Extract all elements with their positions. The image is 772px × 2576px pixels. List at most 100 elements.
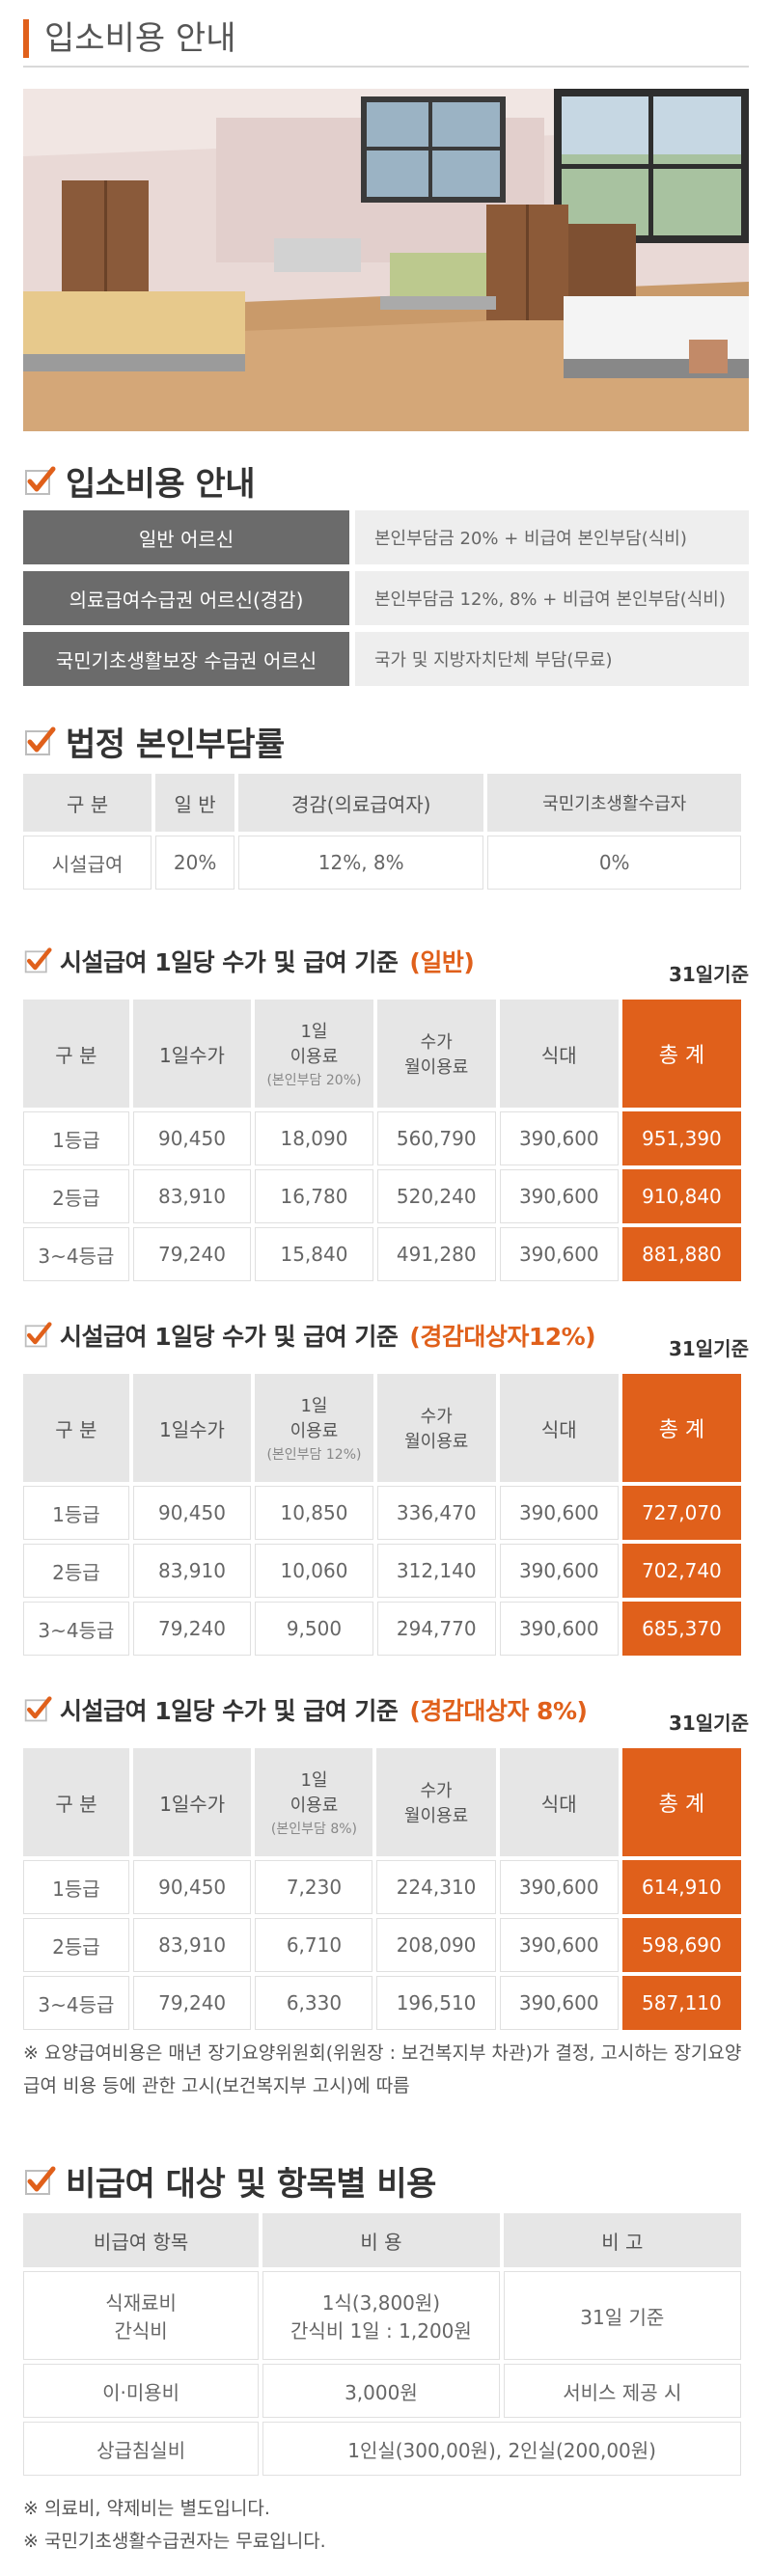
total-cell: 614,910 — [621, 1860, 741, 1914]
cell: 90,450 — [132, 1860, 252, 1914]
nonpay-item-cell: 식재료비 간식비 — [23, 2271, 260, 2360]
room-illustration — [23, 89, 749, 431]
page-header: 입소비용 안내 — [23, 14, 749, 68]
cell: 336,470 — [376, 1486, 496, 1540]
daily-header-row: 구 분 1일수가 1일 이용료 (본인부담 12%) 수가 월이용료 식대 총 … — [23, 1374, 741, 1482]
cell: 312,140 — [376, 1544, 496, 1598]
table-row: 3~4등급 79,240 6,330 196,510 390,600 587,1… — [23, 1976, 741, 2030]
table-row: 2등급 83,910 10,060 312,140 390,600 702,74… — [23, 1544, 741, 1598]
header-category: 구 분 — [23, 1000, 129, 1108]
fee-info-table: 일반 어르신 본인부담금 20% + 비급여 본인부담(식비) 의료급여수급권 … — [23, 510, 749, 693]
check-icon — [24, 947, 52, 973]
cell: 208,090 — [376, 1918, 496, 1972]
cell: 196,510 — [376, 1976, 496, 2030]
basis-label: 31일기준 — [668, 1337, 749, 1360]
header-category: 구 분 — [23, 1374, 129, 1482]
header-monthly-fee: 수가 월이용료 — [376, 1748, 496, 1856]
check-icon — [25, 2166, 56, 2195]
nonpay-cost-cell: 1식(3,800원) 간식비 1일 : 1,200원 — [262, 2271, 500, 2360]
header-line: 이용료 — [290, 1795, 339, 1816]
cell: 390,600 — [499, 1976, 619, 2030]
total-cell: 910,840 — [621, 1169, 741, 1223]
cell: 83,910 — [132, 1544, 252, 1598]
notice-text: ※ 요양급여비용은 매년 장기요양위원회(위원장 : 보건복지부 차관)가 결정… — [23, 2042, 742, 2096]
header-line: 월이용료 — [403, 1806, 469, 1826]
header-category: 구 분 — [23, 1748, 129, 1856]
daily-table-title-general: 시설급여 1일당 수가 및 급여 기준 (일반) — [23, 944, 475, 978]
cell: 9,500 — [255, 1602, 373, 1656]
table-row: 3~4등급 79,240 9,500 294,770 390,600 685,3… — [23, 1602, 741, 1656]
cell: 390,600 — [499, 1860, 619, 1914]
cell: 390,600 — [499, 1602, 619, 1656]
footnote: ※ 의료비, 약제비는 별도입니다. — [23, 2498, 270, 2519]
cell: 2등급 — [23, 1544, 129, 1598]
nonpay-note-cell: 31일 기준 — [503, 2271, 741, 2360]
basis-label: 31일기준 — [668, 1712, 749, 1735]
cell-line: 간식비 1일 : 1,200원 — [290, 2319, 472, 2343]
header-line: 월이용료 — [404, 1432, 469, 1452]
cell: 390,600 — [499, 1227, 619, 1281]
page-title: 입소비용 안내 — [44, 19, 236, 58]
rate-cell: 0% — [487, 836, 741, 890]
cell: 2등급 — [23, 1169, 129, 1223]
header-sub: (본인부담 12%) — [266, 1447, 362, 1463]
cell: 16,780 — [255, 1169, 373, 1223]
table-row: 1등급 90,450 7,230 224,310 390,600 614,910 — [23, 1860, 741, 1914]
cell: 10,850 — [255, 1486, 373, 1540]
fee-row-value: 본인부담금 12%, 8% + 비급여 본인부담(식비) — [355, 571, 749, 625]
cell: 491,280 — [376, 1227, 496, 1281]
total-cell: 702,740 — [621, 1544, 741, 1598]
total-cell: 587,110 — [621, 1976, 741, 2030]
header-line: 1일 — [300, 1770, 328, 1791]
cell: 18,090 — [255, 1111, 373, 1165]
cell: 6,710 — [255, 1918, 373, 1972]
cell: 2등급 — [23, 1918, 129, 1972]
fee-row-label: 국민기초생활보장 수급권 어르신 — [23, 632, 349, 686]
fee-row-value: 국가 및 지방자치단체 부담(무료) — [355, 632, 749, 686]
table-row: 이·미용비 3,000원 서비스 제공 시 — [23, 2364, 741, 2418]
fee-row: 국민기초생활보장 수급권 어르신 국가 및 지방자치단체 부담(무료) — [23, 632, 749, 686]
daily-table-title-reduced12: 시설급여 1일당 수가 및 급여 기준 (경감대상자12%) — [23, 1318, 596, 1353]
header-daily-fee: 1일수가 — [132, 1748, 252, 1856]
daily-table-reduced12: 구 분 1일수가 1일 이용료 (본인부담 12%) 수가 월이용료 식대 총 … — [19, 1370, 745, 1659]
fee-row-value: 본인부담금 20% + 비급여 본인부담(식비) — [355, 510, 749, 564]
rate-header-cell: 구 분 — [23, 774, 152, 832]
header-daily-use-fee: 1일 이용료 (본인부담 8%) — [255, 1748, 373, 1856]
daily-table-general: 구 분 1일수가 1일 이용료 (본인부담 20%) 수가 월이용료 식대 총 … — [19, 996, 745, 1285]
cell: 560,790 — [376, 1111, 496, 1165]
daily-table-highlight: (경감대상자12%) — [409, 1323, 596, 1351]
cell: 390,600 — [499, 1486, 619, 1540]
cell: 390,600 — [499, 1111, 619, 1165]
header-line: 이용료 — [290, 1421, 339, 1441]
header-monthly-fee: 수가 월이용료 — [376, 1374, 496, 1482]
cell: 6,330 — [255, 1976, 373, 2030]
rate-header-cell: 경감(의료급여자) — [238, 774, 484, 832]
nonpay-header-cell: 비 용 — [262, 2213, 500, 2267]
cell: 83,910 — [132, 1169, 252, 1223]
cell: 7,230 — [255, 1860, 373, 1914]
header-meal: 식대 — [499, 1000, 619, 1108]
header-daily-use-fee: 1일 이용료 (본인부담 20%) — [255, 1000, 373, 1108]
cell: 520,240 — [376, 1169, 496, 1223]
rate-row: 시설급여 20% 12%, 8% 0% — [23, 836, 741, 890]
rate-cell: 시설급여 — [23, 836, 152, 890]
cell: 79,240 — [132, 1227, 252, 1281]
cell-line: 1식(3,800원) — [321, 2291, 441, 2315]
cell: 1등급 — [23, 1111, 129, 1165]
header-monthly-fee: 수가 월이용료 — [376, 1000, 496, 1108]
daily-header-row: 구 분 1일수가 1일 이용료 (본인부담 8%) 수가 월이용료 식대 총 계 — [23, 1748, 741, 1856]
nonpay-note-cell: 서비스 제공 시 — [503, 2364, 741, 2418]
daily-table-highlight: (경감대상자 8%) — [409, 1697, 588, 1725]
check-icon — [24, 1696, 52, 1722]
nonpay-cost-cell: 3,000원 — [262, 2364, 500, 2418]
basis-label: 31일기준 — [668, 963, 749, 986]
cell: 1등급 — [23, 1486, 129, 1540]
header-line: 수가 — [420, 1032, 453, 1053]
header-line: 수가 — [420, 1407, 453, 1427]
daily-table-title-reduced8: 시설급여 1일당 수가 및 급여 기준 (경감대상자 8%) — [23, 1692, 588, 1727]
header-line: 1일 — [300, 1022, 328, 1042]
total-cell: 881,880 — [621, 1227, 741, 1281]
check-icon — [24, 1322, 52, 1348]
header-daily-fee: 1일수가 — [132, 1000, 252, 1108]
nonpay-header-cell: 비 고 — [503, 2213, 741, 2267]
